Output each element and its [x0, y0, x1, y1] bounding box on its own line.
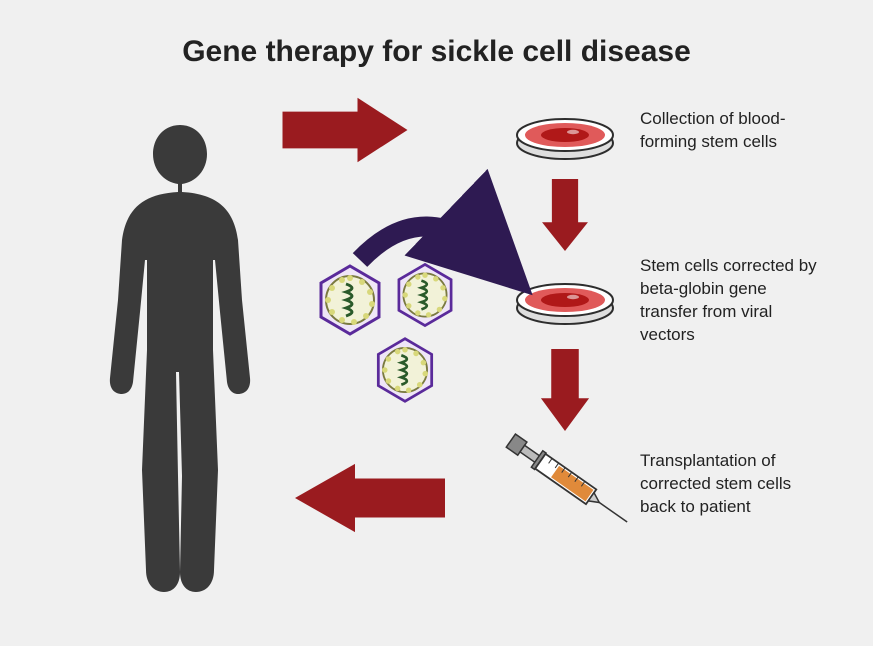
diagram-svg — [0, 0, 873, 646]
arrow-gene-transfer-icon — [360, 226, 498, 262]
human-silhouette-icon — [110, 125, 250, 592]
viral-vector-3-icon — [378, 339, 431, 402]
syringe-icon — [505, 432, 633, 530]
arrow-down-1-icon — [542, 179, 588, 251]
petri-dish-1-icon — [517, 119, 613, 159]
viral-vector-1-icon — [321, 266, 379, 334]
viral-vector-2-icon — [399, 264, 451, 325]
arrow-transplant-icon — [295, 464, 445, 532]
arrow-collect-icon — [283, 98, 408, 162]
arrow-down-2-icon — [541, 349, 589, 431]
petri-dish-2-icon — [517, 284, 613, 324]
diagram-canvas: Gene therapy for sickle cell disease Col… — [0, 0, 873, 646]
